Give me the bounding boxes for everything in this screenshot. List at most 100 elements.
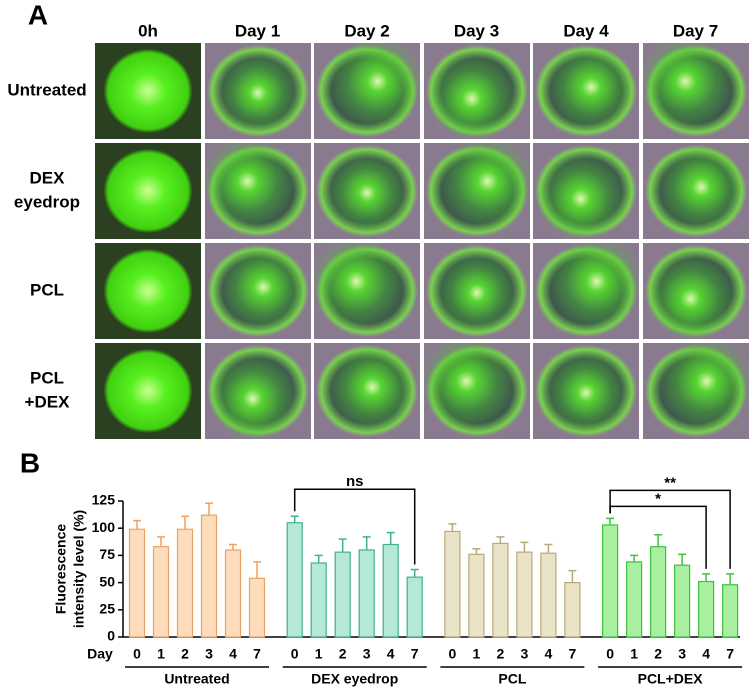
eye-image [95,143,201,239]
eye-image [642,43,749,139]
column-header: 0h [138,21,158,40]
x-tick-label: 7 [411,646,419,662]
row-label: Untreated [7,80,86,99]
eye-image [204,343,311,439]
x-tick-label: 1 [473,646,481,662]
bar [176,528,194,638]
bar [697,580,715,638]
significance-label: * [655,490,661,507]
x-tick-label: 2 [181,646,189,662]
x-tick-label: 0 [291,646,299,662]
bar [406,576,423,638]
eye-image [314,243,420,339]
eye-image [314,143,420,239]
bar [200,514,218,638]
bar [128,528,146,638]
y-axis-label: Fluorescence [53,524,69,614]
x-tick-label: 7 [569,646,577,662]
significance-bracket [609,489,731,569]
eye-image [533,43,639,139]
x-axis-label: Day [87,646,113,662]
y-tick-label: 25 [99,601,115,617]
eye-image [642,143,749,239]
eye-image [423,243,530,339]
x-tick-label: 2 [497,646,505,662]
x-tick-label: 7 [726,646,734,662]
group-label: DEX eyedrop [311,671,398,687]
eye-image [314,343,420,439]
bar [564,581,581,638]
eye-image [533,243,639,339]
column-header: Day 1 [235,21,280,40]
bar [601,524,619,638]
bar [248,577,266,638]
panel-label: A [28,0,48,30]
bar [468,553,485,638]
x-tick-label: 1 [157,646,165,662]
x-tick-label: 4 [702,646,710,662]
bar [444,530,461,638]
eye-image [642,243,749,339]
x-tick-label: 0 [449,646,457,662]
y-tick-label: 0 [107,628,115,644]
x-tick-label: 2 [339,646,347,662]
eye-image [423,43,530,139]
column-header: Day 7 [673,21,718,40]
row-label: DEX [30,168,66,187]
x-tick-label: 7 [253,646,261,662]
column-header: Day 3 [454,21,499,40]
group-label: PCL [498,671,526,687]
significance-bracket [293,488,416,565]
eye-image [204,243,311,339]
bar [152,546,170,638]
eye-image [533,343,639,439]
y-tick-label: 75 [99,546,115,562]
row-label: +DEX [25,392,71,411]
group-label: PCL+DEX [638,671,704,687]
bar [224,549,242,638]
x-tick-label: 1 [630,646,638,662]
bar [310,562,327,638]
y-tick-label: 100 [92,519,116,535]
bar [492,542,509,638]
eye-image [642,343,749,439]
bar [625,561,643,638]
panel-label: B [20,447,40,478]
eye-image [314,43,420,139]
bar [334,551,351,638]
bar [382,543,399,638]
significance-label: ns [346,473,364,490]
eye-image [95,343,201,439]
y-axis-label: intensity level (%) [71,510,87,628]
x-tick-label: 4 [387,646,395,662]
column-header: Day 2 [344,21,389,40]
eye-image [204,143,311,239]
bar [721,584,739,638]
bar [516,551,533,638]
row-label: PCL [30,368,64,387]
x-tick-label: 3 [678,646,686,662]
x-tick-label: 1 [315,646,323,662]
significance-label: ** [664,474,676,491]
x-tick-label: 0 [606,646,614,662]
y-tick-label: 125 [92,492,116,508]
row-label: eyedrop [14,192,80,211]
eye-image [533,143,639,239]
bar [358,549,375,638]
x-tick-label: 3 [205,646,213,662]
eye-image [423,343,530,439]
eye-image [95,43,201,139]
y-tick-label: 50 [99,573,115,589]
x-tick-label: 3 [521,646,529,662]
x-tick-label: 0 [133,646,141,662]
bar [540,552,557,638]
bar [649,546,667,638]
x-tick-label: 2 [654,646,662,662]
eye-image [95,243,201,339]
row-label: PCL [30,280,64,299]
bar [673,564,691,638]
x-tick-label: 4 [545,646,553,662]
column-header: Day 4 [563,21,609,40]
